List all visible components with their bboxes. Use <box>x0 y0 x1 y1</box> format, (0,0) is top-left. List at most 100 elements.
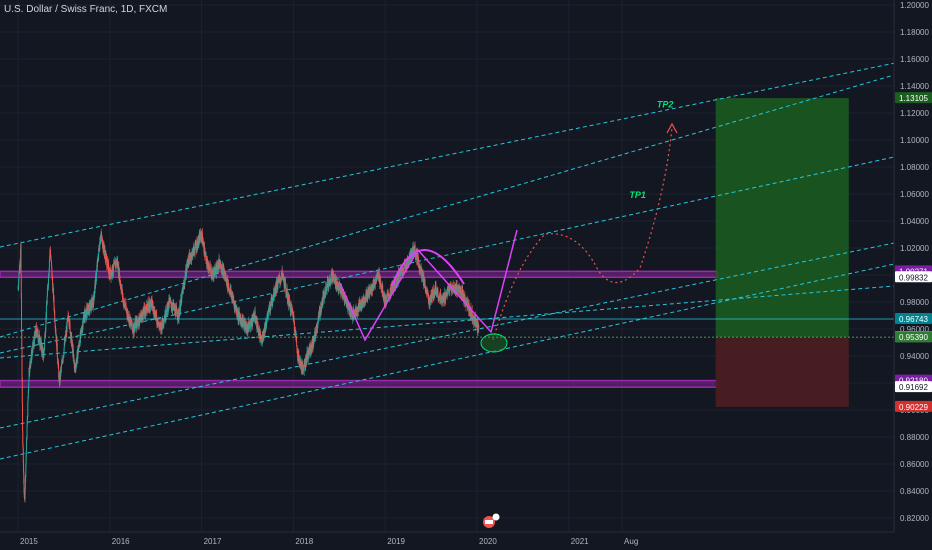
candle-body <box>175 308 177 317</box>
candle-body <box>473 316 475 324</box>
candle-body <box>161 326 163 330</box>
candle-body <box>419 265 421 271</box>
candle-body <box>409 258 411 262</box>
candle-body <box>132 325 134 333</box>
candle-body <box>408 256 410 262</box>
long-position-tool[interactable] <box>715 98 849 407</box>
candle-body <box>47 276 49 286</box>
candle-body <box>361 297 363 302</box>
candle-body <box>21 377 23 403</box>
drawings[interactable]: TP1 TP2 <box>339 100 678 353</box>
candle-body <box>182 285 184 294</box>
candle-body <box>194 248 196 254</box>
candle-body <box>214 267 216 275</box>
candle-body <box>249 323 251 329</box>
candle-body <box>93 295 95 299</box>
price-tick-label: 0.82000 <box>900 514 929 523</box>
candle-body <box>69 323 71 333</box>
candle-body <box>162 319 164 324</box>
candle-body <box>45 305 47 319</box>
channel-line <box>0 285 895 359</box>
candle-body <box>23 462 25 473</box>
price-axis[interactable]: 1.20000 1.18000 1.16000 1.14000 1.12000 1.100… <box>893 0 932 550</box>
candle-body <box>37 329 39 338</box>
candle-body <box>70 336 72 339</box>
candle-body <box>471 310 473 320</box>
candle-body <box>350 312 352 315</box>
candle-body <box>51 268 53 278</box>
candle-body <box>142 311 144 320</box>
candle-body <box>212 269 214 275</box>
candle-body <box>208 267 210 271</box>
candle-body <box>390 290 392 297</box>
candle-body <box>179 304 181 314</box>
candle-body <box>96 258 98 267</box>
candle-body <box>29 361 31 364</box>
candle-body <box>412 247 414 250</box>
candle-body <box>370 287 372 291</box>
candle-body <box>315 331 317 337</box>
candle-body <box>35 327 37 337</box>
candle-body <box>73 355 75 360</box>
price-tick-label: 0.88000 <box>900 433 929 442</box>
candle-body <box>221 266 223 274</box>
price-label-badge <box>895 400 932 412</box>
candle-body <box>439 293 441 301</box>
candle-body <box>106 257 108 267</box>
candle-body <box>260 334 262 343</box>
candle-body <box>296 340 298 347</box>
candle-body <box>352 312 354 318</box>
candle-body <box>18 278 20 286</box>
candle-body <box>314 331 316 339</box>
candle-body <box>43 351 45 358</box>
candle-body <box>127 314 129 321</box>
candle-body <box>368 288 370 296</box>
candle-body <box>92 295 94 308</box>
candle-body <box>27 401 29 417</box>
time-tick-label: Aug <box>624 537 638 546</box>
candle-body <box>237 314 239 320</box>
candle-body <box>300 362 302 370</box>
candle-body <box>113 263 115 266</box>
candle-body <box>261 335 263 343</box>
candle-body <box>228 283 230 289</box>
candle-body <box>247 327 249 330</box>
candle-body <box>360 301 362 310</box>
candle-body <box>89 307 91 310</box>
candle-body <box>420 266 422 276</box>
candle-body <box>210 268 212 277</box>
candle-body <box>230 289 232 296</box>
candle-body <box>416 249 418 261</box>
price-tick-label: 1.10000 <box>900 136 929 145</box>
candle-body <box>96 268 98 272</box>
price-label-text: 0.90229 <box>899 403 928 412</box>
candle-body <box>110 269 112 278</box>
candle-body <box>292 315 294 319</box>
candle-body <box>94 276 96 289</box>
candle-body <box>280 279 282 281</box>
candle-body <box>285 287 287 294</box>
candle-body <box>412 247 414 257</box>
time-tick-label: 2015 <box>20 537 38 546</box>
candle-body <box>386 293 388 297</box>
candle-body <box>281 270 283 275</box>
candle-body <box>206 263 208 267</box>
horizontal-lines[interactable] <box>0 318 894 338</box>
candle-body <box>226 278 228 286</box>
candle-body <box>347 302 349 310</box>
candle-body <box>273 288 275 297</box>
candle-body <box>302 364 304 369</box>
candle-body <box>135 322 137 329</box>
candle-body <box>69 320 71 324</box>
candle-body <box>26 416 28 426</box>
candle-body <box>283 278 285 286</box>
time-axis[interactable]: 2015 2016 2017 2018 2019 2020 2021 Aug <box>0 531 894 550</box>
event-icon <box>483 513 500 528</box>
candle-body <box>83 312 85 319</box>
candle-body <box>355 307 357 312</box>
channel-line <box>0 263 895 460</box>
channel-lines[interactable] <box>0 54 932 460</box>
candle-body <box>396 273 398 284</box>
candle-body <box>19 258 21 264</box>
